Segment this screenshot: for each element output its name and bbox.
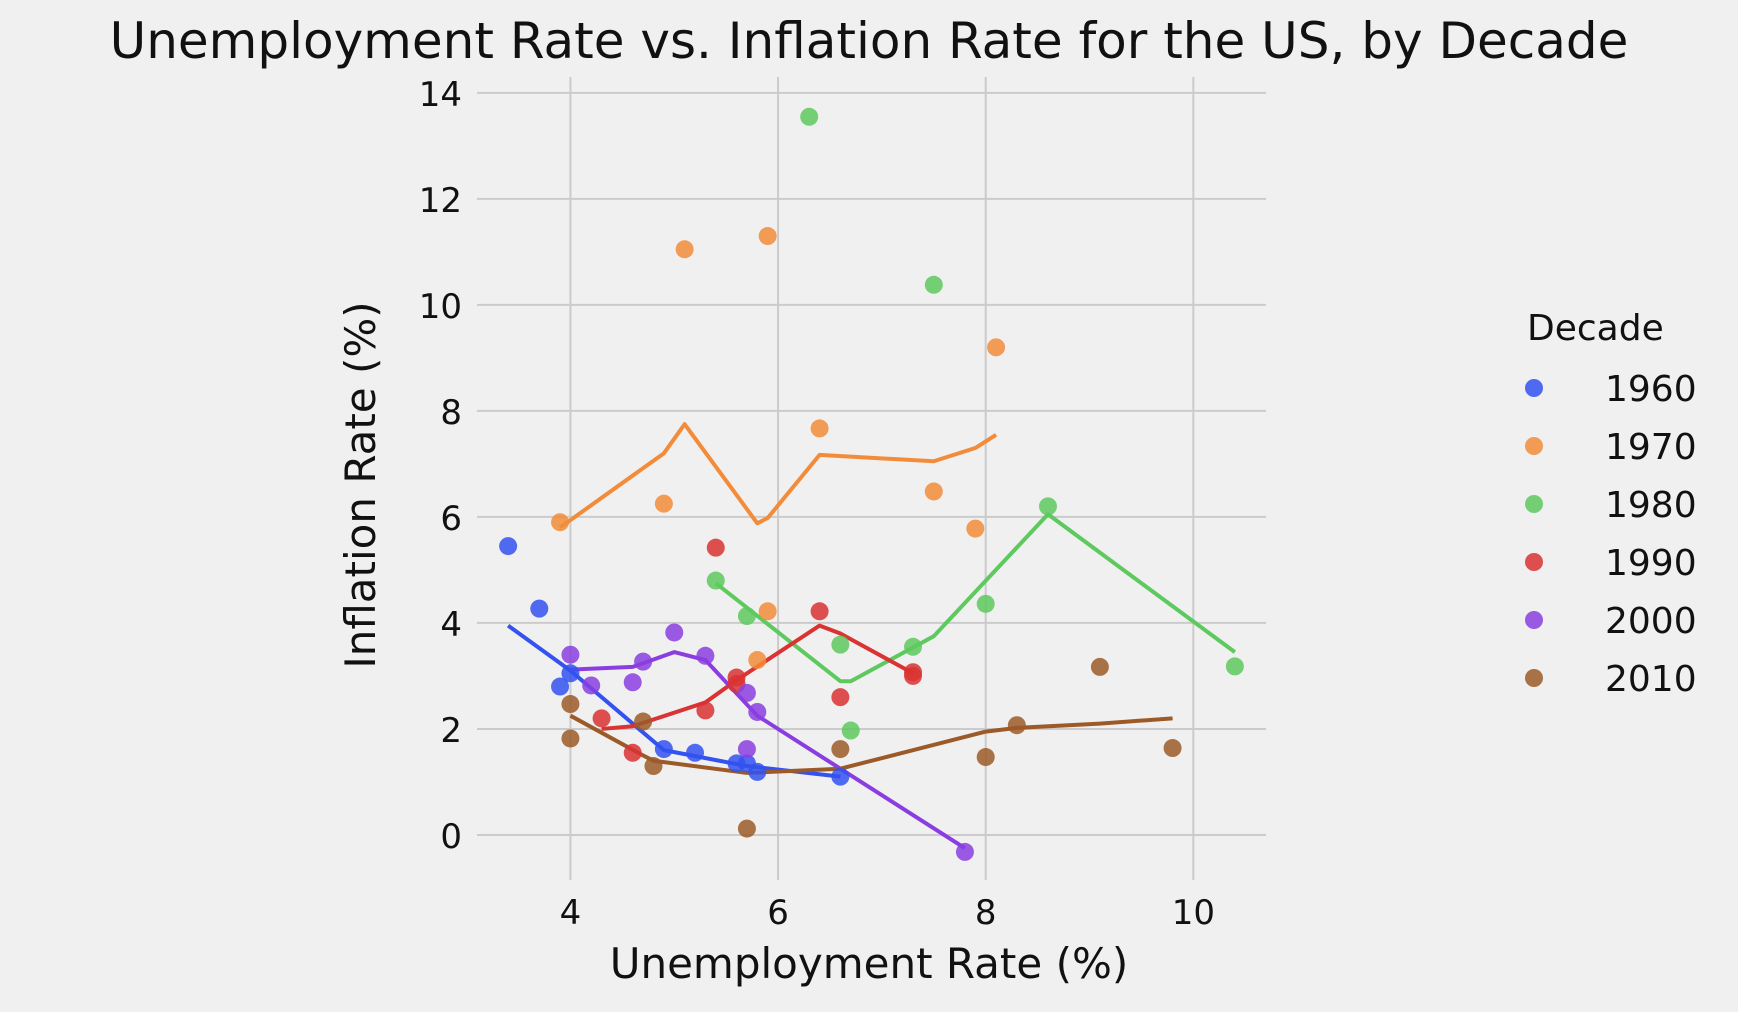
series-2010-point — [737, 819, 756, 838]
series-1970-trend-line — [558, 422, 998, 530]
series-1970-point — [748, 651, 767, 670]
series-1960-point — [748, 762, 767, 781]
y-tick-label: 6 — [440, 499, 462, 539]
series-2010-point — [1163, 739, 1182, 758]
x-tick-label: 6 — [767, 893, 789, 933]
series-1980-point — [924, 275, 943, 294]
series-1970-point — [654, 494, 673, 513]
legend-title: Decade — [1527, 308, 1664, 349]
legend-marker-2010 — [1525, 669, 1543, 687]
series-1990-point — [696, 701, 715, 720]
series-1990-point — [623, 743, 642, 762]
y-tick-label: 14 — [419, 75, 462, 115]
series-2000-point — [623, 673, 642, 692]
series-1980-point — [831, 635, 850, 654]
series-1960-point — [654, 740, 673, 759]
series-1980-point — [1038, 497, 1057, 516]
legend-marker-1960 — [1525, 379, 1543, 397]
series-2000-point — [634, 652, 653, 671]
series-2010-point — [561, 695, 580, 714]
series-1980-point — [841, 721, 860, 740]
series-1980-trend-line — [714, 512, 1237, 684]
series-1960-point — [530, 599, 549, 618]
series-2010-point — [634, 712, 653, 731]
series-1970-point — [810, 419, 829, 438]
series-1990-point — [831, 688, 850, 707]
legend-label-2000: 2000 — [1605, 601, 1697, 642]
series-2000-point — [561, 645, 580, 664]
series-2010-point — [1090, 657, 1109, 676]
y-tick-label: 4 — [440, 605, 462, 645]
series-1970-point — [987, 338, 1006, 357]
series-2010-point — [561, 729, 580, 748]
series-1960-point — [561, 664, 580, 683]
series-1970-point — [758, 227, 777, 246]
series-1980-point — [706, 571, 725, 590]
x-tick-labels: 4 6 8 10 — [560, 893, 1215, 933]
series-1980-point — [737, 607, 756, 626]
chart-title: Unemployment Rate vs. Inflation Rate for… — [110, 12, 1629, 70]
y-tick-labels: 0 2 4 6 8 10 12 14 — [419, 75, 462, 857]
series-1960-point — [551, 677, 570, 696]
series-2000-point — [696, 646, 715, 665]
series-1980-point — [904, 637, 923, 656]
y-tick-label: 12 — [419, 181, 462, 221]
series-2010-point — [644, 757, 663, 776]
legend-label-1960: 1960 — [1605, 369, 1697, 410]
series-2000-point — [737, 740, 756, 759]
series-1960-point — [499, 537, 518, 556]
series-2000-point — [665, 623, 684, 642]
x-tick-label: 8 — [975, 893, 997, 933]
series-1970-point — [758, 602, 777, 621]
legend-marker-1990 — [1525, 553, 1543, 571]
series-2010-point — [976, 748, 995, 767]
series-2000-point — [582, 676, 601, 695]
y-tick-label: 0 — [440, 817, 462, 857]
series-2000-point — [748, 702, 767, 721]
legend-label-1980: 1980 — [1605, 485, 1697, 526]
series-1990-point — [592, 709, 611, 728]
legend-marker-1970 — [1525, 437, 1543, 455]
series-1990-point — [727, 668, 746, 687]
series-2000-point — [955, 842, 974, 861]
scatter-points — [499, 107, 1244, 861]
series-1990-point — [706, 538, 725, 557]
series-2010-point — [831, 740, 850, 759]
series-1980-point — [1225, 657, 1244, 676]
x-axis-label: Unemployment Rate (%) — [610, 939, 1129, 988]
legend-label-1970: 1970 — [1605, 427, 1697, 468]
series-1990-point — [810, 602, 829, 621]
y-axis-label: Inflation Rate (%) — [336, 301, 385, 668]
y-tick-label: 10 — [419, 287, 462, 327]
legend: Decade 1960 1970 1980 1990 2000 2010 — [1525, 308, 1697, 700]
series-1980-point — [800, 107, 819, 126]
x-tick-label: 10 — [1172, 893, 1215, 933]
y-tick-label: 8 — [440, 393, 462, 433]
series-1990-point — [904, 663, 923, 682]
x-tick-label: 4 — [560, 893, 582, 933]
series-1960-trend-line — [506, 623, 841, 779]
legend-marker-1980 — [1525, 495, 1543, 513]
series-1970-point — [675, 240, 694, 259]
series-1970-point — [966, 519, 985, 538]
series-1980-point — [976, 594, 995, 613]
series-2000-trend-line — [570, 650, 967, 850]
legend-label-1990: 1990 — [1605, 543, 1697, 584]
legend-marker-2000 — [1525, 611, 1543, 629]
series-1960-point — [831, 767, 850, 786]
y-tick-label: 2 — [440, 711, 462, 751]
series-2010-point — [1007, 716, 1026, 735]
series-1960-point — [686, 743, 705, 762]
series-2000-point — [737, 683, 756, 702]
series-1970-point — [924, 482, 943, 501]
legend-label-2010: 2010 — [1605, 659, 1697, 700]
series-1970-point — [551, 513, 570, 532]
trend-lines — [506, 422, 1237, 850]
